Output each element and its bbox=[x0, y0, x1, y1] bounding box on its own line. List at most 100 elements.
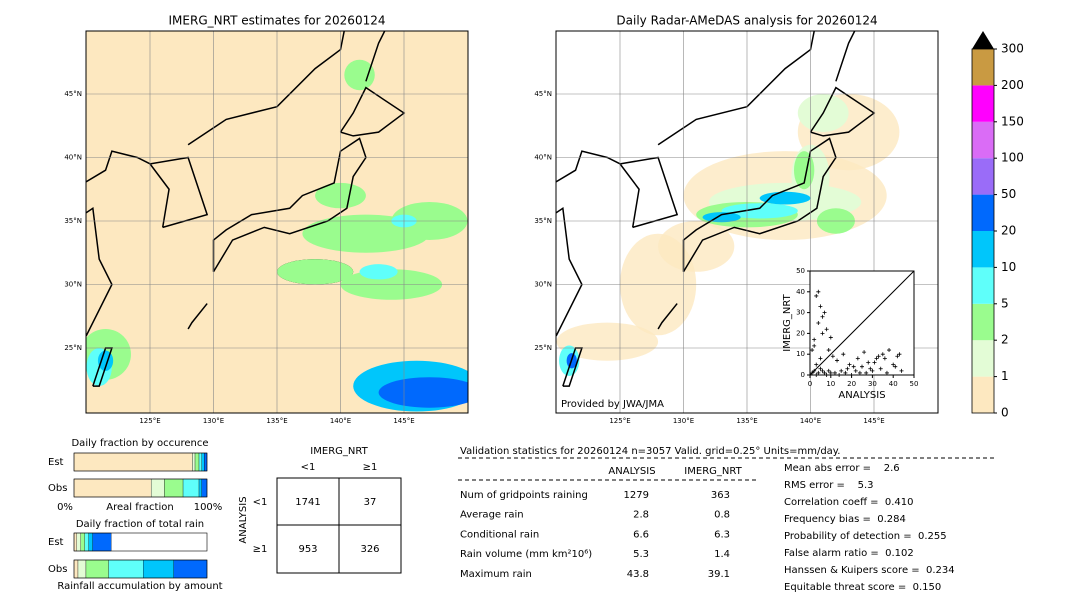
map-title: IMERG_NRT estimates for 20260124 bbox=[169, 14, 386, 28]
panel-title: Daily fraction by occurence bbox=[71, 438, 208, 449]
map bbox=[86, 31, 468, 413]
point bbox=[899, 368, 904, 373]
colorbar-bin bbox=[972, 85, 994, 122]
point bbox=[828, 370, 833, 375]
point bbox=[860, 364, 864, 369]
score: Hanssen & Kuipers score = 0.234 bbox=[784, 565, 955, 576]
row-label: ≥1 bbox=[253, 544, 268, 555]
point bbox=[893, 364, 898, 369]
point bbox=[862, 350, 867, 355]
lon-label: 140°E bbox=[800, 417, 821, 425]
precip-area bbox=[556, 322, 659, 361]
colorbar-label: 2 bbox=[1001, 333, 1009, 347]
row-title: ANALYSIS bbox=[238, 496, 249, 543]
colorbar-extend bbox=[972, 31, 994, 49]
point bbox=[880, 352, 885, 357]
colorbar-label: 300 bbox=[1001, 42, 1024, 56]
stats-value: 1279 bbox=[624, 490, 649, 501]
coastline bbox=[835, 31, 856, 82]
coastline bbox=[682, 137, 837, 273]
fraction-segment bbox=[182, 478, 200, 498]
point bbox=[828, 335, 833, 340]
colorbar-label: 1 bbox=[1001, 369, 1009, 383]
fraction-segment bbox=[108, 559, 144, 579]
colorbar-label: 50 bbox=[1001, 187, 1016, 201]
point bbox=[841, 352, 846, 357]
lon-label: 140°E bbox=[330, 417, 351, 425]
bar-frame bbox=[73, 532, 208, 552]
score: RMS error = 5.3 bbox=[784, 480, 874, 491]
stats-label: Num of gridpoints raining bbox=[460, 490, 588, 501]
lon-label: 145°E bbox=[863, 417, 884, 425]
lat-label: 25°N bbox=[64, 344, 82, 352]
point bbox=[816, 289, 821, 294]
point bbox=[824, 373, 829, 377]
point bbox=[814, 362, 819, 367]
colorbar-label: 5 bbox=[1001, 296, 1009, 310]
lat-label: 35°N bbox=[64, 217, 82, 225]
stats-value: 2.8 bbox=[633, 510, 649, 521]
coastline bbox=[657, 303, 678, 330]
fraction-segment bbox=[73, 452, 193, 472]
precip-area bbox=[359, 264, 398, 280]
point bbox=[818, 356, 823, 361]
point bbox=[824, 327, 829, 332]
map-frame bbox=[85, 30, 469, 414]
lon-label: 130°E bbox=[203, 417, 224, 425]
row-label: Obs bbox=[48, 564, 67, 575]
row-label: Est bbox=[48, 457, 64, 468]
colorbar-bin bbox=[972, 267, 994, 304]
point bbox=[818, 366, 823, 371]
y-tick-label: 0 bbox=[801, 371, 805, 379]
point bbox=[857, 370, 862, 375]
precip-area bbox=[277, 259, 354, 285]
point bbox=[839, 368, 844, 373]
y-tick-label: 50 bbox=[796, 267, 805, 275]
point bbox=[816, 321, 821, 325]
point bbox=[843, 370, 848, 375]
stats-label: Average rain bbox=[460, 510, 524, 521]
row-label: Est bbox=[48, 537, 64, 548]
score: Probability of detection = 0.255 bbox=[784, 531, 947, 542]
row-label: <1 bbox=[253, 497, 268, 508]
precip-area bbox=[721, 203, 798, 219]
fraction-segment bbox=[192, 452, 196, 472]
y-tick-label: 40 bbox=[796, 288, 805, 296]
point bbox=[849, 373, 854, 377]
stats-label: Conditional rain bbox=[460, 529, 539, 540]
point bbox=[814, 373, 819, 377]
point bbox=[882, 356, 887, 361]
point bbox=[812, 337, 817, 342]
point bbox=[845, 366, 850, 371]
point bbox=[855, 356, 860, 361]
stats-header: IMERG_NRT bbox=[684, 466, 742, 477]
point bbox=[864, 370, 869, 375]
score: False alarm ratio = 0.102 bbox=[784, 548, 914, 559]
point bbox=[835, 358, 840, 363]
lat-label: 30°N bbox=[534, 281, 552, 289]
panel-title: Daily fraction of total rain bbox=[76, 519, 204, 530]
point bbox=[822, 310, 827, 315]
lat-label: 45°N bbox=[534, 90, 552, 98]
fraction-segment bbox=[88, 532, 93, 552]
colorbar-label: 100 bbox=[1001, 151, 1024, 165]
table-title: IMERG_NRT bbox=[310, 446, 368, 457]
axis-label: Rainfall accumulation by amount bbox=[57, 581, 222, 592]
lat-label: 25°N bbox=[534, 344, 552, 352]
colorbar-bin bbox=[972, 194, 994, 231]
x-tick-label: 30 bbox=[868, 380, 877, 388]
colorbar-label: 20 bbox=[1001, 224, 1016, 238]
precip-area bbox=[378, 377, 468, 408]
colorbar-bin bbox=[972, 303, 994, 341]
stats-value: 43.8 bbox=[627, 569, 649, 580]
point bbox=[830, 354, 835, 359]
lon-label: 135°E bbox=[266, 417, 287, 425]
fraction-segment bbox=[198, 478, 202, 498]
bar-frame bbox=[73, 478, 208, 498]
fraction-segment bbox=[164, 478, 184, 498]
precip-area bbox=[344, 59, 375, 91]
stats-value: 6.3 bbox=[714, 529, 730, 540]
col-label: <1 bbox=[301, 462, 316, 473]
lon-label: 125°E bbox=[609, 417, 630, 425]
point bbox=[853, 368, 858, 373]
